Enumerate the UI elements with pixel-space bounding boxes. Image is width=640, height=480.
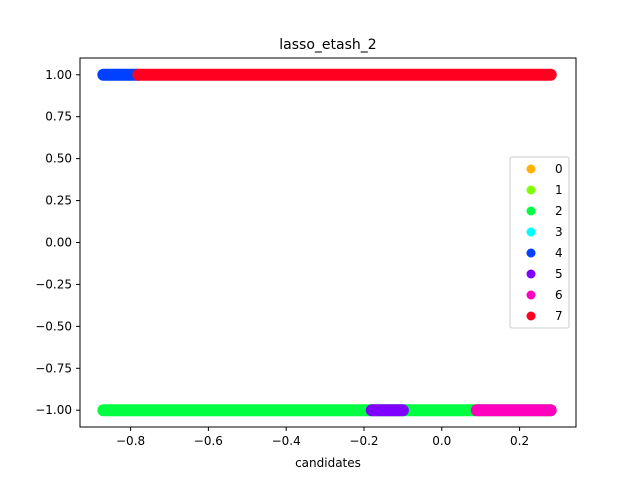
plot-frame xyxy=(79,57,577,428)
legend: 0 1 2 3 4 5 6 7 xyxy=(509,156,570,329)
legend-marker-5 xyxy=(526,269,536,279)
y-tick-label: −0.75 xyxy=(35,361,72,375)
y-tick-label: −0.50 xyxy=(35,319,72,333)
x-axis-label: candidates xyxy=(295,456,361,470)
legend-label-7: 7 xyxy=(555,309,563,323)
x-tick-label: −0.2 xyxy=(349,434,378,448)
y-tick-label: 1.00 xyxy=(45,68,72,82)
legend-marker-6 xyxy=(526,290,536,300)
data-layer xyxy=(97,68,557,417)
x-axis: −0.8 −0.6 −0.4 −0.2 0.0 0.2 xyxy=(116,427,529,448)
legend-marker-4 xyxy=(526,248,536,258)
legend-label-4: 4 xyxy=(555,246,563,260)
legend-label-5: 5 xyxy=(555,267,563,281)
legend-marker-0 xyxy=(526,164,536,174)
legend-label-0: 0 xyxy=(555,162,563,176)
x-tick-label: 0.0 xyxy=(432,434,451,448)
y-tick-label: 0.00 xyxy=(45,236,72,250)
legend-marker-3 xyxy=(526,227,536,237)
x-tick-label: −0.4 xyxy=(272,434,301,448)
legend-label-3: 3 xyxy=(555,225,563,239)
legend-marker-1 xyxy=(526,185,536,195)
legend-label-6: 6 xyxy=(555,288,563,302)
legend-box xyxy=(509,156,570,329)
chart-title: lasso_etash_2 xyxy=(279,37,376,53)
legend-marker-7 xyxy=(526,311,536,321)
y-tick-label: 0.75 xyxy=(45,110,72,124)
y-tick-label: 0.50 xyxy=(45,152,72,166)
y-tick-label: −0.25 xyxy=(35,277,72,291)
legend-label-1: 1 xyxy=(555,183,563,197)
x-tick-label: −0.6 xyxy=(194,434,223,448)
x-tick-label: 0.2 xyxy=(510,434,529,448)
x-tick-label: −0.8 xyxy=(116,434,145,448)
y-tick-label: 0.25 xyxy=(45,194,72,208)
y-tick-label: −1.00 xyxy=(35,403,72,417)
y-axis: −1.00 −0.75 −0.50 −0.25 0.00 0.25 0.50 0.75 1.00 xyxy=(35,68,80,417)
legend-marker-2 xyxy=(526,206,536,216)
legend-label-2: 2 xyxy=(555,204,563,218)
